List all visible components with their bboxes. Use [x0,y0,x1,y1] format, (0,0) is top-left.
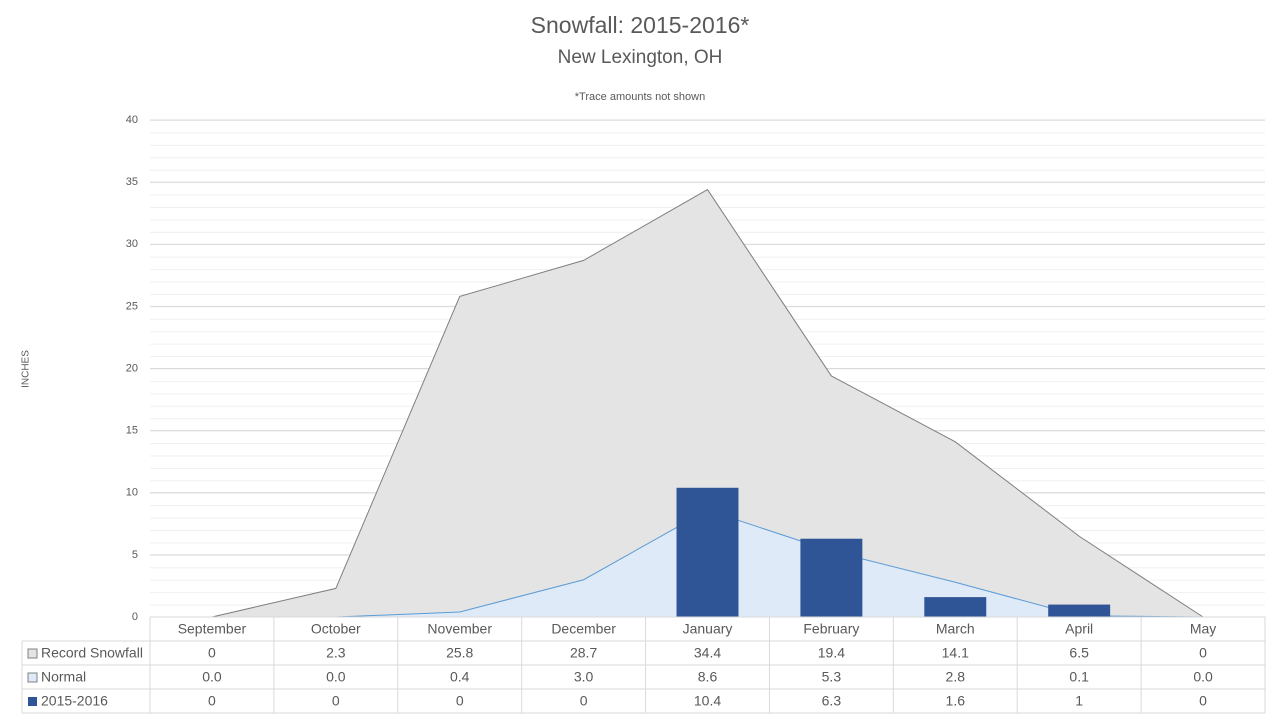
y-tick-label: 10 [126,487,138,499]
table-value: 1.6 [946,693,966,709]
bar [676,487,739,617]
area-line [211,188,1204,618]
x-tick-label: October [311,621,361,637]
legend-key [27,648,38,659]
table-value: 0 [456,693,464,709]
table-value: 34.4 [694,645,721,661]
y-tick-label: 0 [132,611,138,623]
table-value: 0 [1199,645,1207,661]
bar [1048,604,1111,617]
table-value: 28.7 [570,645,597,661]
y-tick-label: 20 [126,362,138,374]
legend-entry: Record Snowfall [41,645,143,661]
legend-key [27,672,38,683]
chart-title: Snowfall: 2015-2016* [531,12,750,38]
annotation: *Trace amounts not shown [575,91,705,103]
table-value: 6.5 [1069,645,1089,661]
table-value: 0 [1199,693,1207,709]
x-tick-label: December [551,621,616,637]
x-tick-label: March [936,621,975,637]
table-value: 0.1 [1069,669,1089,685]
x-tick-label: April [1065,621,1093,637]
x-tick-label: January [683,621,733,637]
y-tick-label: 5 [132,549,138,561]
legend-key [28,697,37,706]
table-value: 2.3 [326,645,346,661]
table-value: 0 [208,693,216,709]
legend-entry: Normal [41,669,86,685]
table-value: 19.4 [818,645,845,661]
table-value: 0.0 [1193,669,1213,685]
table-value: 10.4 [694,693,721,709]
x-tick-label: November [427,621,492,637]
table-value: 5.3 [822,669,842,685]
bar [924,597,987,617]
table-value: 0 [208,645,216,661]
table-value: 0.4 [450,669,470,685]
bar [800,538,863,617]
y-tick-label: 25 [126,300,138,312]
table-value: 1 [1075,693,1083,709]
legend-entry: 2015-2016 [41,693,108,709]
table-value: 8.6 [698,669,718,685]
y-axis-label: INCHES [21,350,32,388]
x-tick-label: September [178,621,247,637]
table-value: 2.8 [946,669,966,685]
y-tick-label: 40 [126,114,138,126]
y-tick-label: 30 [126,238,138,250]
x-tick-label: May [1190,621,1216,637]
y-tick-label: 35 [126,176,138,188]
table-value: 25.8 [446,645,473,661]
table-value: 0.0 [326,669,346,685]
table-value: 6.3 [822,693,842,709]
y-tick-label: 15 [126,425,138,437]
x-tick-label: February [803,621,859,637]
chart-subtitle: New Lexington, OH [558,47,723,68]
table-value: 0 [580,693,588,709]
table-value: 14.1 [942,645,969,661]
table-value: 3.0 [574,669,594,685]
table-value: 0.0 [202,669,222,685]
table-value: 0 [332,693,340,709]
